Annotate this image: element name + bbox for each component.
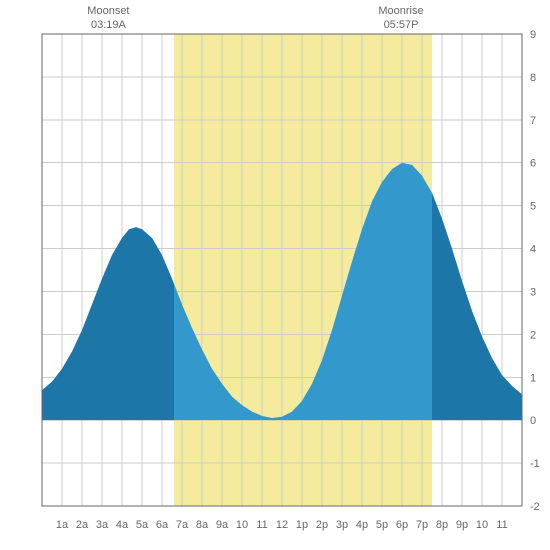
y-tick-label: 2	[530, 329, 536, 341]
y-tick-label: 6	[530, 158, 536, 170]
x-tick-label: 8p	[436, 519, 448, 531]
x-tick-label: 11	[256, 519, 267, 531]
y-tick-label: 3	[530, 286, 536, 298]
x-tick-label: 5p	[376, 519, 388, 531]
x-tick-label: 4a	[116, 519, 129, 531]
x-tick-label: 3p	[336, 519, 348, 531]
y-tick-label: 9	[530, 29, 536, 41]
moonrise-time: 05:57P	[384, 19, 419, 31]
moonrise-label: Moonrise	[378, 5, 423, 17]
y-tick-label: 1	[530, 372, 536, 384]
y-tick-label: -1	[530, 458, 540, 470]
x-tick-label: 1a	[56, 519, 69, 531]
moonset-label: Moonset	[87, 5, 129, 17]
x-tick-label: 6a	[156, 519, 169, 531]
x-tick-label: 2p	[316, 519, 328, 531]
y-tick-label: 0	[530, 415, 536, 427]
y-tick-label: -2	[530, 501, 540, 513]
y-tick-label: 4	[530, 244, 536, 256]
x-tick-label: 8a	[196, 519, 209, 531]
x-tick-label: 9a	[216, 519, 229, 531]
x-tick-label: 10	[476, 519, 488, 531]
y-tick-label: 7	[530, 115, 536, 127]
moonset-time: 03:19A	[91, 19, 127, 31]
x-tick-label: 12	[276, 519, 288, 531]
x-tick-label: 7p	[416, 519, 428, 531]
x-tick-label: 5a	[136, 519, 149, 531]
x-tick-label: 9p	[456, 519, 468, 531]
x-tick-label: 3a	[96, 519, 109, 531]
x-tick-label: 6p	[396, 519, 408, 531]
x-tick-label: 10	[236, 519, 248, 531]
x-tick-label: 2a	[76, 519, 89, 531]
x-tick-label: 11	[496, 519, 507, 531]
y-tick-label: 5	[530, 201, 536, 213]
x-tick-label: 4p	[356, 519, 368, 531]
y-tick-label: 8	[530, 72, 536, 84]
tide-moon-chart: -2-101234567891a2a3a4a5a6a7a8a9a1011121p…	[0, 0, 550, 550]
x-tick-label: 1p	[296, 519, 308, 531]
x-tick-label: 7a	[176, 519, 189, 531]
